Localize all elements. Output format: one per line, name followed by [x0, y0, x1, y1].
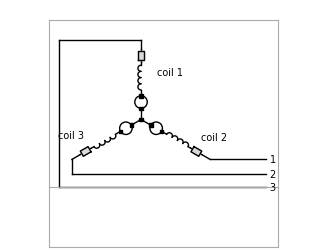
Polygon shape [139, 107, 143, 110]
Polygon shape [138, 52, 144, 61]
Circle shape [135, 96, 147, 109]
Text: 3: 3 [270, 182, 276, 192]
Polygon shape [139, 118, 143, 122]
Polygon shape [80, 147, 91, 157]
Polygon shape [191, 147, 202, 157]
Polygon shape [160, 130, 163, 134]
Text: coil 2: coil 2 [201, 132, 228, 142]
Text: coil 3: coil 3 [58, 130, 84, 140]
Circle shape [150, 122, 162, 135]
Polygon shape [129, 124, 133, 127]
Polygon shape [149, 124, 153, 127]
Text: coil 1: coil 1 [157, 68, 183, 78]
Text: 2: 2 [270, 170, 276, 180]
Text: 1: 1 [270, 155, 276, 165]
Polygon shape [119, 130, 122, 134]
Polygon shape [139, 95, 143, 98]
Circle shape [120, 122, 132, 135]
